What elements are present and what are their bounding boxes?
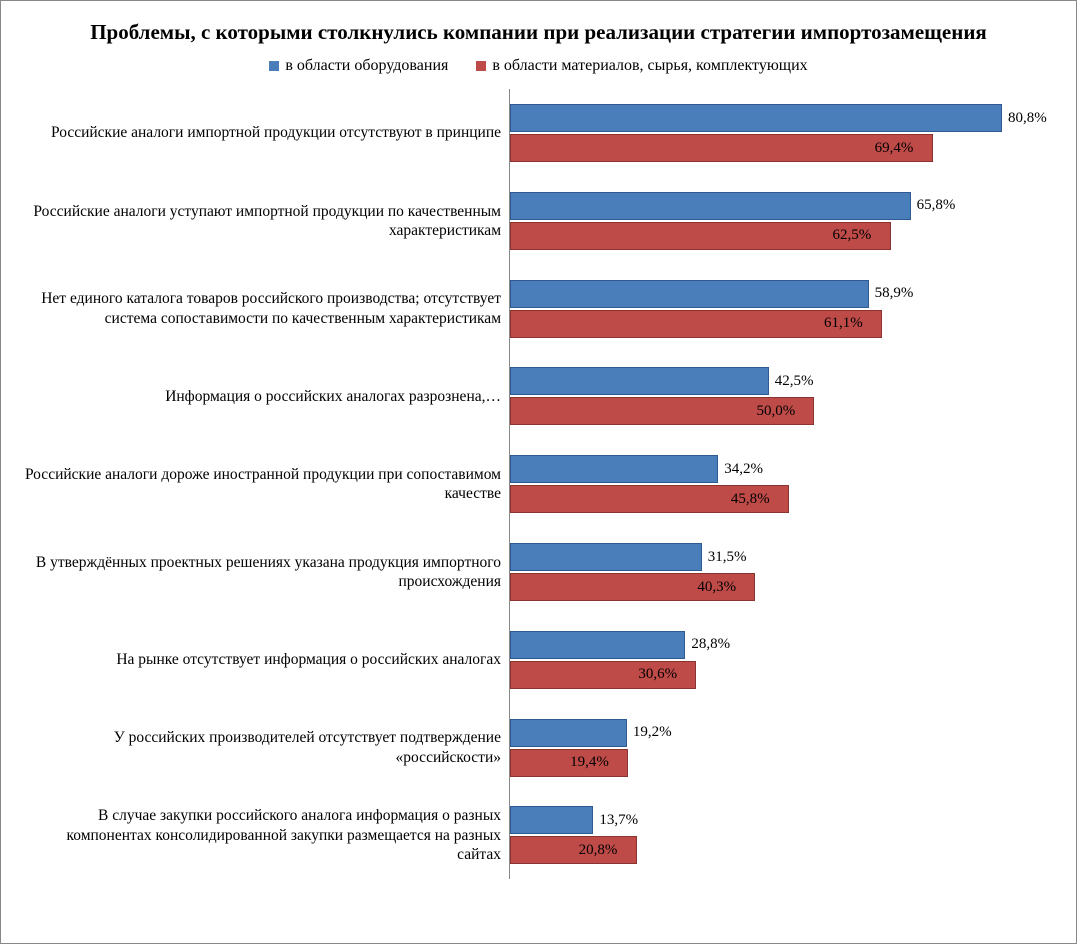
category-label-text: В утверждённых проектных решениях указан…: [23, 553, 501, 592]
category-label-text: На рынке отсутствует информация о россий…: [23, 650, 501, 669]
legend-label-materials: в области материалов, сырья, комплектующ…: [492, 57, 807, 75]
bar-equipment: [510, 455, 718, 483]
bar-group: 65,8% 62,5%: [510, 177, 1058, 265]
bar-equipment: [510, 631, 685, 659]
bar-value-equipment: 19,2%: [633, 724, 672, 741]
chart-title: Проблемы, с которыми столкнулись компани…: [39, 19, 1038, 45]
category-label-text: В случае закупки российского аналога инф…: [23, 806, 501, 864]
bars-area: 80,8% 69,4% 65,8% 62,5% 58,9% 61,1% 42,5% 50,0%…: [509, 89, 1058, 879]
bar-value-materials: 40,3%: [697, 579, 736, 596]
bar-row-equipment: 28,8%: [510, 631, 1058, 659]
category-label-text: Нет единого каталога товаров российского…: [23, 289, 501, 328]
bar-row-materials: 69,4%: [510, 134, 1058, 162]
bar-group: 80,8% 69,4%: [510, 89, 1058, 177]
legend-swatch-equipment: [269, 61, 279, 71]
bar-row-materials: 50,0%: [510, 397, 1058, 425]
category-label: Российские аналоги импортной продукции о…: [19, 89, 509, 177]
bar-row-materials: 40,3%: [510, 573, 1058, 601]
bar-row-equipment: 80,8%: [510, 104, 1058, 132]
bar-row-equipment: 31,5%: [510, 543, 1058, 571]
bar-group: 19,2% 19,4%: [510, 704, 1058, 792]
category-label: Информация о российских аналогах разрозн…: [19, 353, 509, 441]
legend: в области оборудования в области материа…: [19, 57, 1058, 75]
category-label: В случае закупки российского аналога инф…: [19, 792, 509, 880]
bar-value-equipment: 42,5%: [775, 373, 814, 390]
bar-equipment: [510, 719, 627, 747]
category-label: В утверждённых проектных решениях указан…: [19, 528, 509, 616]
bar-equipment: [510, 543, 702, 571]
bar-group: 28,8% 30,6%: [510, 616, 1058, 704]
bar-value-materials: 69,4%: [875, 140, 914, 157]
bar-materials: [510, 134, 933, 162]
bar-equipment: [510, 367, 769, 395]
category-label-text: Российские аналоги импортной продукции о…: [23, 123, 501, 142]
bar-value-equipment: 13,7%: [599, 812, 638, 829]
chart-container: Проблемы, с которыми столкнулись компани…: [0, 0, 1077, 944]
bar-value-materials: 61,1%: [824, 315, 863, 332]
bar-row-equipment: 42,5%: [510, 367, 1058, 395]
bar-value-materials: 20,8%: [579, 842, 618, 859]
bar-row-materials: 61,1%: [510, 310, 1058, 338]
bar-value-materials: 19,4%: [570, 754, 609, 771]
category-label-text: Российские аналоги уступают импортной пр…: [23, 202, 501, 241]
bar-value-equipment: 28,8%: [691, 636, 730, 653]
legend-item-equipment: в области оборудования: [269, 57, 448, 75]
legend-label-equipment: в области оборудования: [285, 57, 448, 75]
bar-row-equipment: 65,8%: [510, 192, 1058, 220]
bar-group: 31,5% 40,3%: [510, 528, 1058, 616]
bar-equipment: [510, 806, 593, 834]
category-label: Российские аналоги дороже иностранной пр…: [19, 440, 509, 528]
bar-value-equipment: 34,2%: [724, 461, 763, 478]
category-label-text: Информация о российских аналогах разрозн…: [23, 387, 501, 406]
bar-value-equipment: 65,8%: [917, 197, 956, 214]
bar-row-materials: 30,6%: [510, 661, 1058, 689]
legend-swatch-materials: [476, 61, 486, 71]
bar-equipment: [510, 192, 911, 220]
bar-row-equipment: 58,9%: [510, 280, 1058, 308]
bar-row-equipment: 19,2%: [510, 719, 1058, 747]
bar-row-equipment: 13,7%: [510, 806, 1058, 834]
y-axis-labels: Российские аналоги импортной продукции о…: [19, 89, 509, 879]
bar-value-materials: 50,0%: [756, 403, 795, 420]
bar-row-equipment: 34,2%: [510, 455, 1058, 483]
bar-group: 13,7% 20,8%: [510, 792, 1058, 880]
bar-materials: [510, 836, 637, 864]
bar-group: 58,9% 61,1%: [510, 265, 1058, 353]
bar-value-equipment: 80,8%: [1008, 110, 1047, 127]
bar-group: 34,2% 45,8%: [510, 440, 1058, 528]
bar-value-materials: 62,5%: [833, 227, 872, 244]
bar-materials: [510, 749, 628, 777]
bar-value-equipment: 58,9%: [875, 285, 914, 302]
bar-row-materials: 62,5%: [510, 222, 1058, 250]
category-label: На рынке отсутствует информация о россий…: [19, 616, 509, 704]
category-label: Нет единого каталога товаров российского…: [19, 265, 509, 353]
bar-equipment: [510, 280, 869, 308]
category-label: Российские аналоги уступают импортной пр…: [19, 177, 509, 265]
bar-value-equipment: 31,5%: [708, 549, 747, 566]
bar-value-materials: 45,8%: [731, 491, 770, 508]
bar-row-materials: 20,8%: [510, 836, 1058, 864]
category-label-text: Российские аналоги дороже иностранной пр…: [23, 465, 501, 504]
legend-item-materials: в области материалов, сырья, комплектующ…: [476, 57, 807, 75]
category-label: У российских производителей отсутствует …: [19, 704, 509, 792]
bar-row-materials: 45,8%: [510, 485, 1058, 513]
category-label-text: У российских производителей отсутствует …: [23, 728, 501, 767]
bar-row-materials: 19,4%: [510, 749, 1058, 777]
bar-value-materials: 30,6%: [638, 666, 677, 683]
bar-group: 42,5% 50,0%: [510, 353, 1058, 441]
bar-equipment: [510, 104, 1002, 132]
plot-area: Российские аналоги импортной продукции о…: [19, 89, 1058, 879]
